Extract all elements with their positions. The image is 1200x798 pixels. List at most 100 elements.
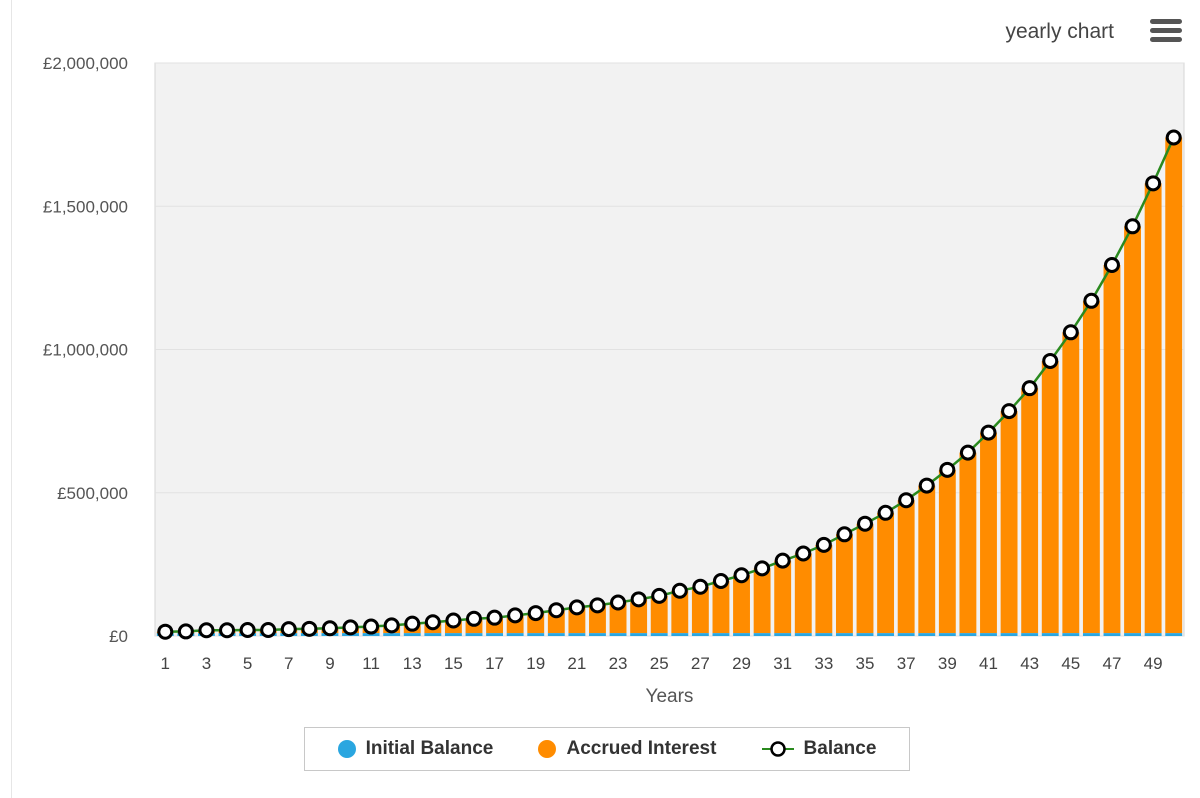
legend-label: Initial Balance bbox=[365, 738, 494, 759]
bar-initial-balance bbox=[733, 633, 750, 636]
x-tick-label: 47 bbox=[1103, 654, 1122, 673]
balance-point bbox=[301, 620, 318, 637]
hamburger-menu-icon[interactable] bbox=[1150, 19, 1182, 45]
balance-point bbox=[239, 621, 256, 638]
bar-initial-balance bbox=[835, 633, 853, 636]
bar-initial-balance bbox=[1144, 633, 1162, 636]
bar-initial-balance bbox=[1165, 633, 1183, 636]
bar-initial-balance bbox=[856, 633, 874, 636]
balance-point bbox=[712, 572, 729, 589]
bar-initial-balance bbox=[938, 633, 956, 636]
bar-accrued-interest bbox=[712, 580, 730, 634]
chart-menu-title: yearly chart bbox=[1005, 20, 1114, 43]
balance-point bbox=[1021, 380, 1038, 397]
bar-accrued-interest bbox=[1124, 226, 1141, 634]
balance-point bbox=[733, 567, 750, 584]
balance-point bbox=[651, 587, 668, 604]
bar-accrued-interest bbox=[1144, 183, 1162, 634]
x-axis-ticks: 1 3 5 7 9 11 13 15 17 19 21 23 25 27 29 31 33 35 37 39 41 43 4… bbox=[161, 654, 1163, 673]
balance-point bbox=[1042, 352, 1059, 369]
bar-accrued-interest bbox=[1000, 411, 1018, 634]
bar-initial-balance bbox=[980, 633, 997, 636]
balance-point bbox=[877, 504, 894, 521]
balance-point bbox=[445, 612, 462, 629]
balance-point bbox=[939, 461, 956, 478]
x-tick-label: 13 bbox=[403, 654, 422, 673]
y-tick-label: £1,000,000 bbox=[43, 341, 128, 360]
bar-initial-balance bbox=[362, 633, 380, 636]
x-tick-label: 15 bbox=[444, 654, 463, 673]
legend: Initial Balance Accrued Interest Balance bbox=[304, 727, 910, 771]
bar-accrued-interest bbox=[691, 586, 709, 634]
balance-point bbox=[959, 444, 976, 461]
balance-point bbox=[692, 578, 709, 595]
bar-initial-balance bbox=[444, 633, 462, 636]
menu-bar bbox=[1150, 19, 1182, 24]
y-tick-label: £2,000,000 bbox=[43, 54, 128, 73]
bar-accrued-interest bbox=[1062, 332, 1080, 634]
balance-point bbox=[383, 617, 400, 634]
bar-initial-balance bbox=[794, 633, 812, 636]
bar-initial-balance bbox=[403, 633, 421, 636]
bar-initial-balance bbox=[671, 633, 689, 636]
bar-accrued-interest bbox=[835, 534, 853, 634]
bar-initial-balance bbox=[547, 633, 565, 636]
balance-point bbox=[671, 582, 688, 599]
balance-point bbox=[1145, 175, 1162, 192]
line-with-circle-marker-icon bbox=[761, 741, 794, 757]
balance-point bbox=[465, 610, 482, 627]
bar-accrued-interest bbox=[671, 590, 689, 634]
legend-item-accrued-interest[interactable]: Accrued Interest bbox=[538, 738, 716, 760]
balance-point bbox=[424, 614, 441, 631]
bar-initial-balance bbox=[1041, 633, 1059, 636]
bar-initial-balance bbox=[1000, 633, 1018, 636]
x-axis-title: Years bbox=[646, 686, 694, 707]
x-tick-label: 37 bbox=[897, 654, 916, 673]
bar-accrued-interest bbox=[897, 500, 915, 634]
balance-point bbox=[486, 609, 503, 626]
bar-accrued-interest bbox=[877, 512, 895, 634]
balance-point bbox=[260, 621, 277, 638]
legend-item-initial-balance[interactable]: Initial Balance bbox=[337, 738, 494, 760]
bar-accrued-interest bbox=[1021, 388, 1039, 634]
balance-point bbox=[219, 622, 236, 639]
bar-accrued-interest bbox=[1103, 264, 1121, 634]
balance-point bbox=[1103, 256, 1120, 273]
x-tick-label: 39 bbox=[938, 654, 957, 673]
bar-initial-balance bbox=[877, 633, 895, 636]
bar-accrued-interest bbox=[1041, 360, 1059, 634]
balance-point bbox=[527, 605, 544, 622]
bar-initial-balance bbox=[897, 633, 915, 636]
balance-point bbox=[1124, 218, 1141, 235]
x-tick-label: 5 bbox=[243, 654, 252, 673]
bar-accrued-interest bbox=[589, 605, 606, 634]
balance-point bbox=[836, 526, 853, 543]
balance-point bbox=[589, 597, 606, 614]
y-axis-ticks: £0 £500,000 £1,000,000 £1,500,000 £2,000,000 bbox=[43, 54, 128, 646]
bar-initial-balance bbox=[815, 633, 833, 636]
bar-initial-balance bbox=[506, 633, 524, 636]
balance-point bbox=[1083, 292, 1100, 309]
bar-initial-balance bbox=[1082, 633, 1100, 636]
bar-initial-balance bbox=[691, 633, 709, 636]
x-tick-label: 9 bbox=[325, 654, 334, 673]
x-tick-label: 45 bbox=[1061, 654, 1080, 673]
legend-item-balance[interactable]: Balance bbox=[761, 738, 876, 760]
circle-marker-icon bbox=[538, 740, 557, 758]
balance-point bbox=[795, 545, 812, 562]
bar-accrued-interest bbox=[856, 523, 874, 634]
bar-initial-balance bbox=[465, 633, 483, 636]
balance-point bbox=[321, 620, 338, 637]
balance-point bbox=[815, 536, 832, 553]
x-tick-label: 7 bbox=[284, 654, 293, 673]
balance-line-group bbox=[157, 129, 1182, 640]
x-tick-label: 43 bbox=[1020, 654, 1039, 673]
bar-accrued-interest bbox=[774, 560, 792, 634]
x-tick-label: 49 bbox=[1144, 654, 1163, 673]
bar-accrued-interest bbox=[938, 469, 956, 634]
bar-accrued-interest bbox=[753, 568, 771, 634]
bar-accrued-interest bbox=[815, 544, 833, 634]
x-tick-label: 1 bbox=[161, 654, 170, 673]
x-tick-label: 23 bbox=[609, 654, 628, 673]
bar-accrued-interest bbox=[1082, 300, 1100, 634]
